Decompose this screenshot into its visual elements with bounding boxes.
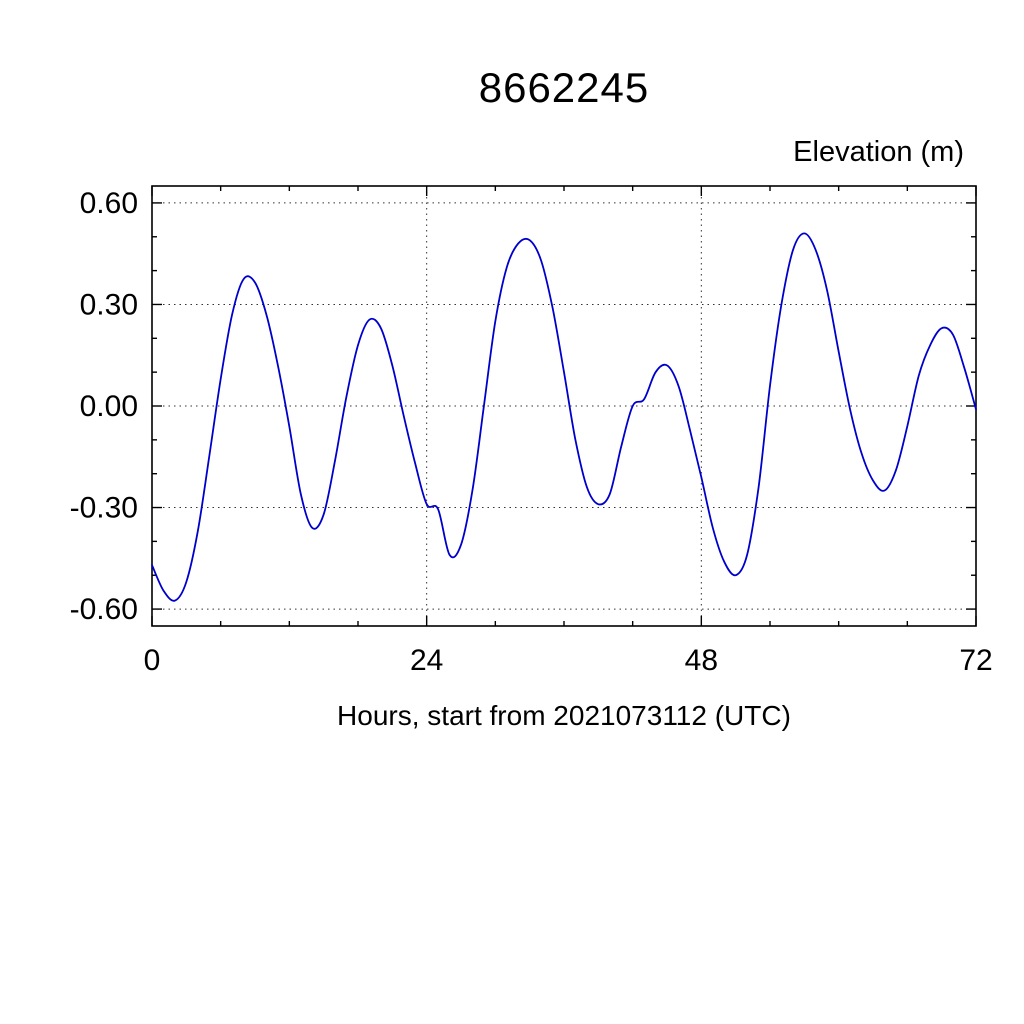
y-tick-label: 0.30 xyxy=(80,288,138,321)
x-tick-label: 48 xyxy=(685,644,718,677)
x-tick-label: 0 xyxy=(144,644,161,677)
chart-title: 8662245 xyxy=(478,64,650,111)
x-axis-title: Hours, start from 2021073112 (UTC) xyxy=(337,700,791,731)
x-tick-label: 72 xyxy=(959,644,992,677)
x-tick-label: 24 xyxy=(410,644,443,677)
y-tick-label: -0.30 xyxy=(70,492,138,525)
y-tick-label: -0.60 xyxy=(70,593,138,626)
plot-frame xyxy=(151,185,977,627)
y-tick-label: 0.60 xyxy=(80,187,138,220)
y-tick-label: 0.00 xyxy=(80,390,138,423)
elevation-series-line xyxy=(151,232,977,602)
y-axis-title: Elevation (m) xyxy=(793,136,964,168)
